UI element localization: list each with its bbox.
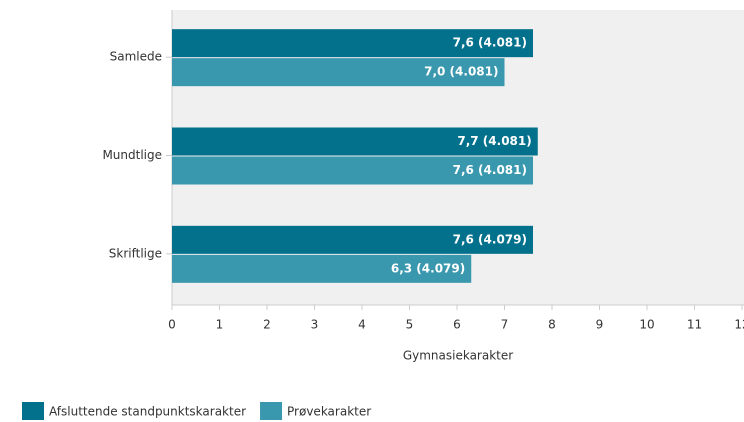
value-label: 7,0 (4.081) (424, 65, 498, 79)
x-tick-label: 0 (168, 318, 176, 332)
y-tick-label: Samlede (110, 50, 162, 64)
x-tick-label: 4 (358, 318, 366, 332)
bar (172, 127, 538, 156)
x-tick-label: 10 (639, 318, 654, 332)
legend-label: Afsluttende standpunktskarakter (49, 405, 246, 419)
legend-swatch (22, 402, 44, 420)
bar (172, 225, 533, 254)
x-tick-label: 6 (453, 318, 461, 332)
x-tick-label: 3 (311, 318, 319, 332)
legend-swatch (260, 402, 283, 420)
value-label: 7,6 (4.081) (453, 36, 527, 50)
x-tick-label: 12 (734, 318, 744, 332)
x-tick-label: 9 (596, 318, 604, 332)
y-tick-label: Mundtlige (102, 148, 162, 162)
bar (172, 58, 505, 87)
value-label: 6,3 (4.079) (391, 261, 465, 275)
value-label: 7,6 (4.081) (453, 163, 527, 177)
y-tick-label: Skriftlige (109, 246, 162, 260)
x-tick-label: 1 (216, 318, 224, 332)
bar (172, 254, 472, 283)
x-tick-label: 2 (263, 318, 271, 332)
value-label: 7,6 (4.079) (453, 232, 527, 246)
x-tick-label: 7 (501, 318, 509, 332)
bar (172, 156, 533, 185)
legend-label: Prøvekarakter (287, 405, 371, 419)
x-tick-label: 5 (406, 318, 414, 332)
x-tick-label: 11 (687, 318, 702, 332)
x-tick-label: 8 (548, 318, 556, 332)
value-label: 7,7 (4.081) (457, 134, 531, 148)
x-axis-label: Gymnasiekarakter (403, 349, 513, 363)
bar (172, 29, 533, 58)
